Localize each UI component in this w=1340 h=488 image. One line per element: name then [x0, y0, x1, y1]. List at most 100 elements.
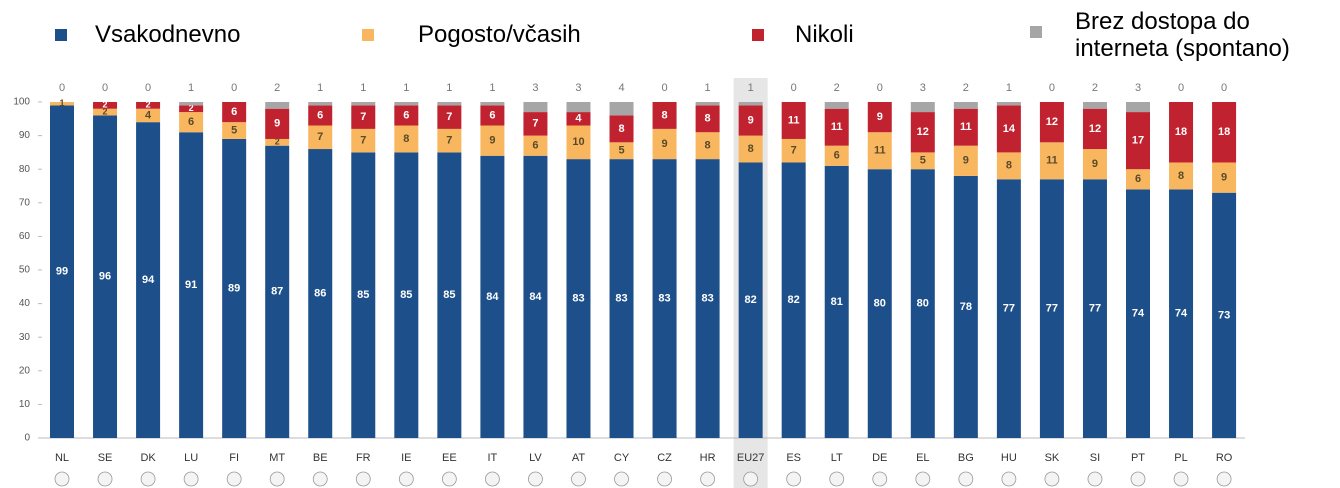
- data-label: 77: [1089, 303, 1101, 315]
- bar-segment: [953, 145, 978, 176]
- data-label: 0: [1049, 82, 1055, 94]
- bar-segment: [566, 159, 591, 438]
- data-label: 0: [231, 82, 237, 94]
- y-tick-label: 30: [19, 332, 31, 343]
- bar-segment: [480, 102, 505, 106]
- data-label: 3: [575, 82, 581, 94]
- x-tick-label: HR: [700, 452, 716, 464]
- bar-segment: [910, 102, 935, 113]
- bar-segment: [738, 102, 763, 106]
- data-label: 2: [274, 82, 280, 94]
- x-tick-label: DK: [140, 452, 156, 464]
- y-tick-label: 70: [19, 197, 31, 208]
- data-label: 7: [446, 135, 452, 147]
- flag-icon: [1216, 471, 1232, 487]
- bar-segment: [609, 102, 634, 116]
- bar-segment: [1126, 189, 1150, 438]
- x-tick-label: IT: [488, 452, 498, 464]
- bar-segment: [1082, 108, 1107, 150]
- data-label: 6: [1135, 173, 1141, 185]
- bar-segment: [523, 135, 548, 156]
- data-label: 1: [317, 82, 323, 94]
- bar-segment: [136, 122, 161, 438]
- bar-segment: [867, 102, 892, 133]
- x-tick-label: ES: [786, 452, 801, 464]
- bar-segment: [1126, 102, 1150, 113]
- bar-segment: [1039, 142, 1064, 180]
- bar-segment: [609, 115, 634, 143]
- data-label: 7: [446, 111, 452, 123]
- data-label: 5: [618, 145, 624, 157]
- bar-segment: [996, 105, 1021, 153]
- x-tick-label: PT: [1131, 452, 1145, 464]
- data-label: 11: [788, 114, 800, 126]
- data-label: 2: [103, 106, 108, 116]
- y-tick-label: 90: [19, 130, 31, 141]
- data-label: 1: [1006, 82, 1012, 94]
- data-label: 84: [486, 291, 499, 303]
- data-label: 83: [572, 292, 584, 304]
- data-label: 2: [275, 137, 280, 147]
- flag-icon: [1130, 471, 1146, 487]
- data-label: 9: [274, 118, 280, 130]
- data-label: 85: [400, 289, 412, 301]
- data-label: 1: [446, 82, 452, 94]
- y-tick-label: 20: [19, 365, 31, 376]
- x-tick-label: AT: [572, 452, 586, 464]
- flag-icon: [614, 471, 629, 487]
- x-tick-label: EU27: [737, 452, 765, 464]
- bar-segment: [824, 165, 849, 438]
- legend-swatch: [752, 29, 764, 41]
- data-label: 7: [360, 135, 366, 147]
- data-label: 11: [1046, 155, 1058, 167]
- bar-segment: [1212, 192, 1237, 438]
- bar-segment: [437, 128, 462, 153]
- bar-segment: [1169, 102, 1194, 163]
- flag-icon: [183, 471, 199, 487]
- data-label: 10: [572, 136, 584, 148]
- legend-swatch: [362, 29, 374, 41]
- x-tick-label: EL: [916, 452, 929, 464]
- data-label: 4: [575, 113, 582, 125]
- data-label: 83: [701, 292, 713, 304]
- data-label: 9: [748, 114, 754, 126]
- legend-label: Nikoli: [795, 21, 854, 48]
- bar-segment: [1126, 112, 1150, 170]
- data-label: 6: [317, 109, 323, 121]
- flag-icon: [1001, 471, 1017, 487]
- bar-segment: [480, 155, 505, 438]
- flag-icon: [786, 471, 802, 487]
- x-tick-label: CZ: [657, 452, 672, 464]
- bar-segment: [652, 128, 677, 160]
- bar-segment: [566, 125, 591, 160]
- flag-icon: [1044, 471, 1060, 487]
- bar-segment: [695, 102, 720, 106]
- bar-segment: [738, 135, 763, 163]
- bar-segment: [953, 108, 978, 146]
- bar-segment: [523, 102, 548, 113]
- flag-icon: [743, 471, 759, 487]
- data-label: 9: [489, 135, 495, 147]
- data-label: 6: [489, 109, 495, 121]
- bar-segment: [394, 125, 419, 153]
- data-label: 3: [920, 82, 926, 94]
- y-tick-label: 40: [19, 298, 31, 309]
- flag-icon: [484, 471, 500, 487]
- x-tick-label: SK: [1045, 452, 1060, 464]
- bar-segment: [222, 102, 247, 123]
- bar-segment: [308, 149, 333, 439]
- flag-icon: [312, 471, 328, 487]
- data-label: 77: [1003, 303, 1015, 315]
- data-label: 80: [874, 298, 886, 310]
- data-label: 0: [102, 82, 108, 94]
- data-label: 74: [1132, 308, 1145, 320]
- flag-icon: [700, 471, 715, 487]
- flag-icon: [226, 471, 242, 487]
- data-label: 1: [705, 82, 711, 94]
- data-label: 96: [99, 271, 111, 283]
- data-label: 87: [271, 286, 283, 298]
- legend-label: Vsakodnevno: [95, 21, 241, 48]
- data-label: 0: [877, 82, 883, 94]
